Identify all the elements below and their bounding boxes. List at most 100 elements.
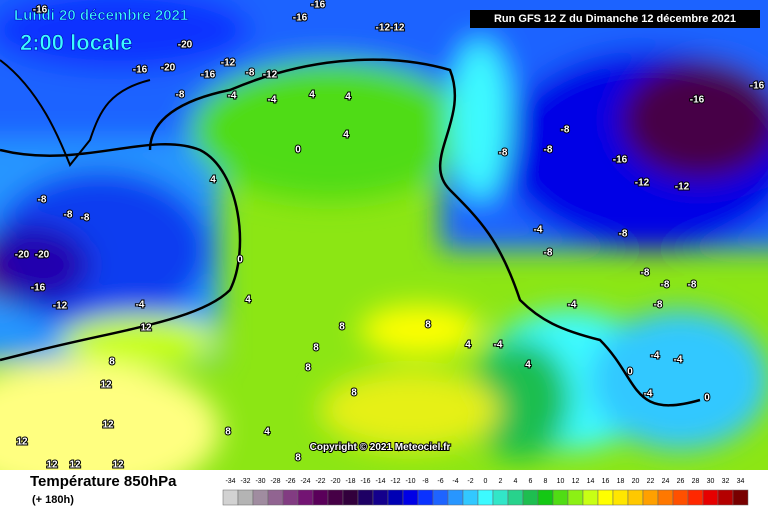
scale-label: 30 bbox=[707, 478, 715, 485]
scale-label: -2 bbox=[467, 478, 473, 485]
scale-label: 22 bbox=[647, 478, 655, 485]
scale-label: 24 bbox=[662, 478, 670, 485]
scale-swatch bbox=[342, 489, 359, 506]
scale-label: 26 bbox=[677, 478, 685, 485]
contour-label: 8 bbox=[351, 388, 357, 399]
run-info: Run GFS 12 Z du Dimanche 12 décembre 202… bbox=[494, 13, 736, 25]
scale-swatch bbox=[582, 489, 599, 506]
scale-swatch bbox=[612, 489, 629, 506]
date: Lundi 20 décembre 2021 bbox=[14, 7, 188, 24]
scale-label: -8 bbox=[422, 478, 428, 485]
scale-label: -10 bbox=[405, 478, 415, 485]
contour-label: -16 bbox=[613, 155, 628, 166]
contour-label: -20 bbox=[35, 250, 50, 261]
contour-label: 4 bbox=[465, 340, 471, 351]
scale-label: 6 bbox=[529, 478, 533, 485]
contour-label: 12 bbox=[102, 420, 114, 431]
contour-label: -4 bbox=[651, 351, 660, 362]
contour-label: 0 bbox=[295, 145, 301, 156]
contour-label: -4 bbox=[644, 389, 653, 400]
contour-label: -4 bbox=[534, 225, 543, 236]
scale-swatch bbox=[537, 489, 554, 506]
scale-swatch bbox=[357, 489, 374, 506]
contour-label: -8 bbox=[64, 210, 73, 221]
scale-swatch bbox=[522, 489, 539, 506]
scale-label: 4 bbox=[514, 478, 518, 485]
scale-swatch bbox=[477, 489, 494, 506]
contour-label: -8 bbox=[544, 145, 553, 156]
contour-label: -4 bbox=[228, 91, 237, 102]
contour-label: -12 bbox=[221, 58, 236, 69]
contour-label: 4 bbox=[245, 295, 251, 306]
contour-label: 0 bbox=[237, 255, 243, 266]
contour-label: -16 bbox=[311, 0, 326, 11]
contour-label: -12 bbox=[263, 70, 278, 81]
scale-label: -22 bbox=[315, 478, 325, 485]
temperature-field bbox=[0, 0, 768, 470]
scale-label: 32 bbox=[722, 478, 730, 485]
scale-label: -28 bbox=[270, 478, 280, 485]
contour-label: -20 bbox=[178, 40, 193, 51]
lead-time: (+ 180h) bbox=[32, 494, 74, 506]
scale-swatch bbox=[672, 489, 689, 506]
scale-swatch bbox=[282, 489, 299, 506]
contour-label: -4 bbox=[136, 300, 145, 311]
run-box bbox=[470, 10, 760, 28]
scale-swatch bbox=[552, 489, 569, 506]
scale-swatch bbox=[387, 489, 404, 506]
scale-swatch bbox=[642, 489, 659, 506]
scale-swatch bbox=[567, 489, 584, 506]
contour-label: -16 bbox=[31, 283, 46, 294]
scale-label: 0 bbox=[484, 478, 488, 485]
contour-label: -16 bbox=[293, 13, 308, 24]
scale-swatch bbox=[507, 489, 524, 506]
contour-label: -8 bbox=[561, 125, 570, 136]
scale-swatch bbox=[372, 489, 389, 506]
scale-swatch bbox=[492, 489, 509, 506]
scale-label: 28 bbox=[692, 478, 700, 485]
scale-swatch bbox=[297, 489, 314, 506]
contour-label: 0 bbox=[627, 367, 633, 378]
variable: Température 850hPa bbox=[30, 473, 177, 490]
scale-label: -26 bbox=[285, 478, 295, 485]
contour-label: -16 bbox=[33, 5, 48, 16]
scale-label: -6 bbox=[437, 478, 443, 485]
contour-label: 4 bbox=[210, 175, 216, 186]
scale-swatch bbox=[222, 489, 239, 506]
contour-label: -8 bbox=[499, 148, 508, 159]
scale-swatch bbox=[327, 489, 344, 506]
scale-swatch bbox=[312, 489, 329, 506]
contour-label: -4 bbox=[268, 95, 277, 106]
contour-label: -8 bbox=[688, 280, 697, 291]
scale-swatch bbox=[267, 489, 284, 506]
contour-labels: -16-20-16 -20-16-12-8 -12-16-16-12-12-8 -4 4… bbox=[14, 0, 766, 472]
scale-label: -30 bbox=[255, 478, 265, 485]
scale-swatch bbox=[417, 489, 434, 506]
scale-label: -12 bbox=[390, 478, 400, 485]
contour-label: -12 bbox=[635, 178, 650, 189]
contour-label: 4 bbox=[343, 130, 349, 141]
contour-label: -8 bbox=[246, 68, 255, 79]
contour-label: -4 bbox=[494, 340, 503, 351]
contour-label: -8 bbox=[81, 213, 90, 224]
contour-label: -8 bbox=[619, 229, 628, 240]
contour-label: -12 bbox=[53, 301, 68, 312]
local-time: 2:00 locale bbox=[20, 30, 133, 55]
contour-label: 12 bbox=[140, 323, 152, 334]
color-scale: -34 -32 -30 -28 -26 -24 -22 -20 -18 -16 -14 -12 -10-… bbox=[222, 478, 749, 506]
contour-label: 12 bbox=[69, 460, 81, 471]
contour-label: -8 bbox=[38, 195, 47, 206]
scale-label: 34 bbox=[737, 478, 745, 485]
scale-label: -20 bbox=[330, 478, 340, 485]
scale-swatch bbox=[687, 489, 704, 506]
contour-label: -4 bbox=[674, 355, 683, 366]
scale-swatch bbox=[732, 489, 749, 506]
contour-label: 12 bbox=[112, 460, 124, 471]
contour-label: 12 bbox=[46, 460, 58, 471]
contour-label: -4 bbox=[568, 300, 577, 311]
scale-label: 12 bbox=[572, 478, 580, 485]
scale-label: -16 bbox=[360, 478, 370, 485]
contour-label: -16 bbox=[750, 81, 765, 92]
contour-label: 8 bbox=[313, 343, 319, 354]
